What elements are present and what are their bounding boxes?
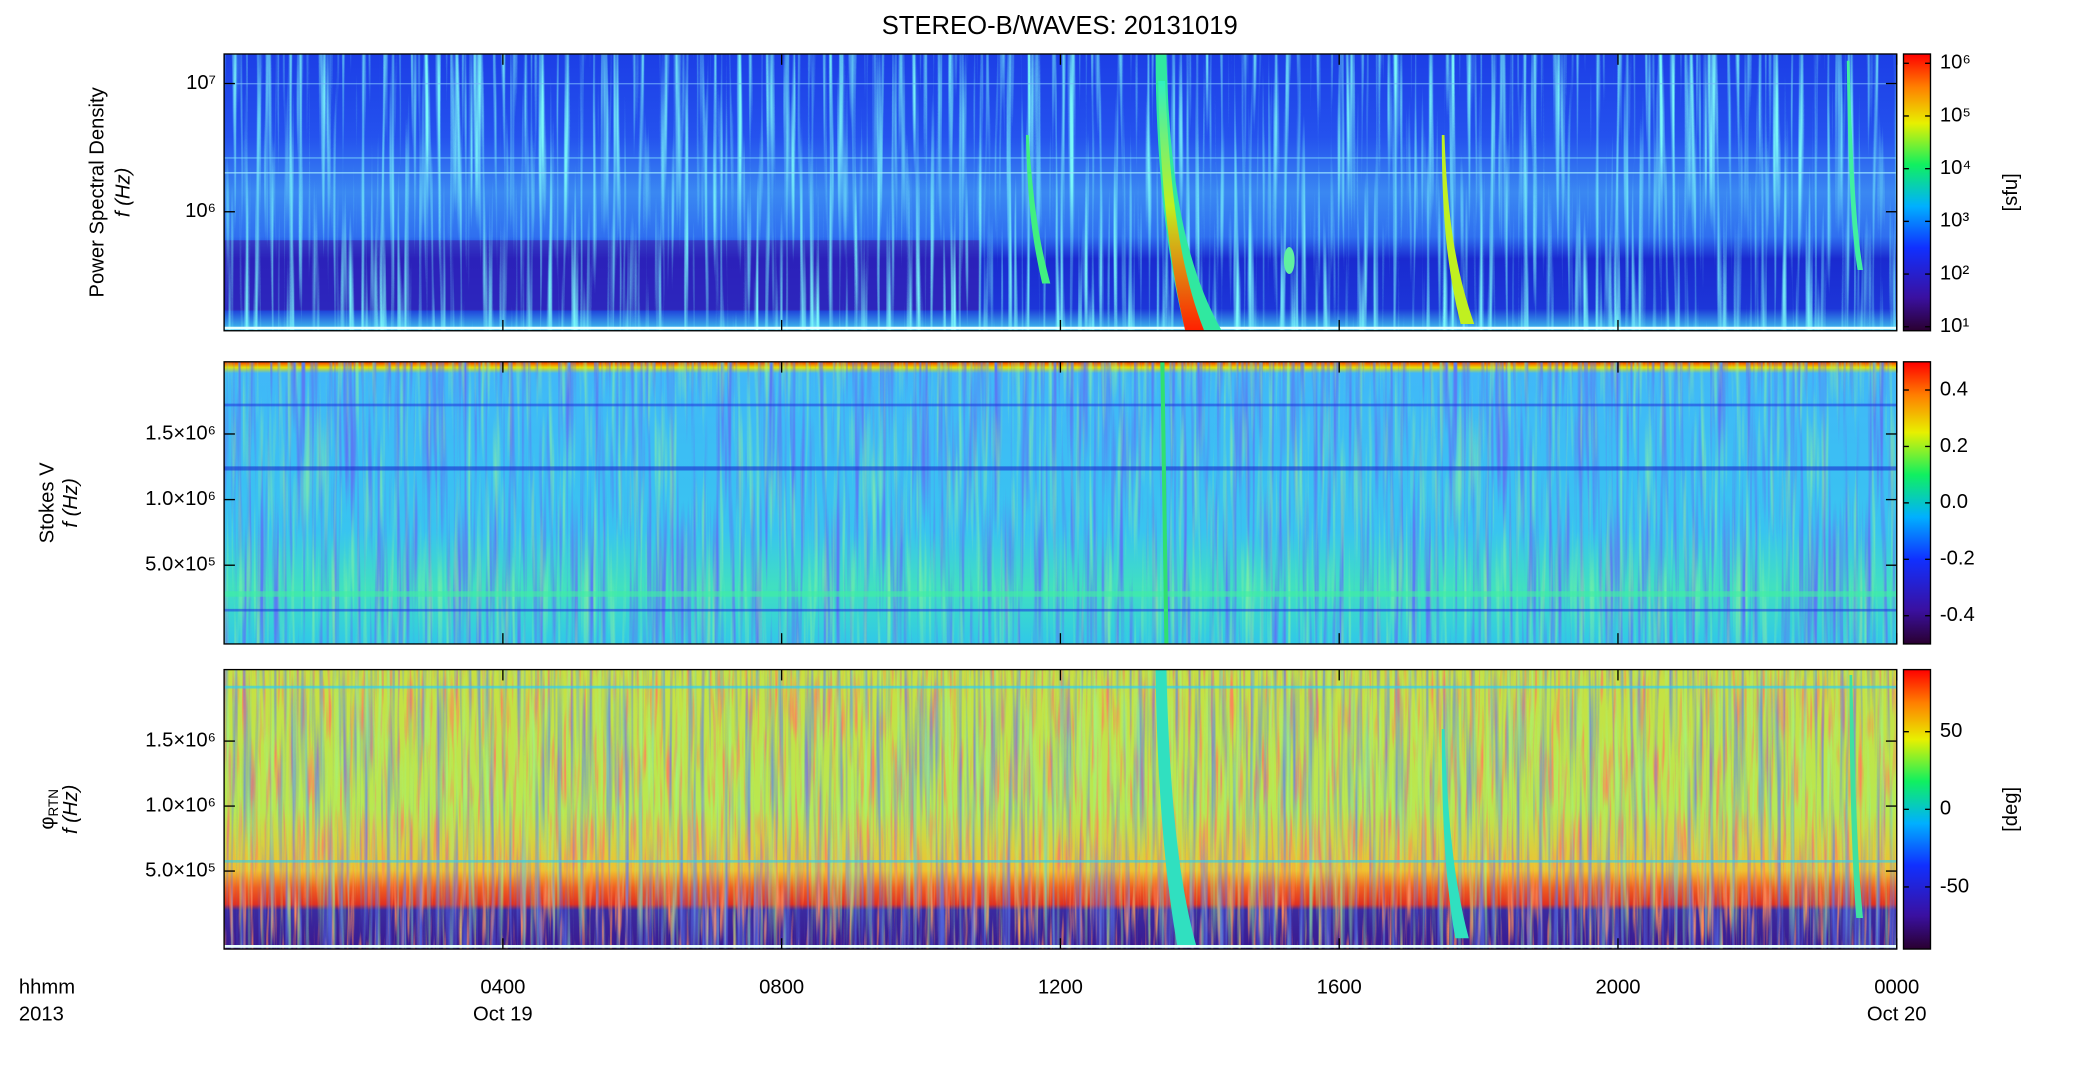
colorbar-tick-label: 0.4 (1940, 378, 1968, 400)
y-tick-label: 5.0×10⁵ (145, 554, 216, 576)
colorbar-tick-label: 10³ (1940, 210, 1970, 232)
x-tick-label: 0400 (480, 977, 525, 999)
figure-title: STEREO-B/WAVES: 20131019 (882, 12, 1238, 40)
y-tick-label: 10⁶ (185, 200, 216, 222)
colorbar-tick-label: -50 (1940, 875, 1969, 897)
y-axis-label: f (Hz) (60, 785, 82, 834)
y-axis-label-text: Stokes V (37, 462, 59, 543)
stokes-image (224, 361, 1897, 644)
corner-label: 2013 (19, 1004, 64, 1026)
colorbar-tick-label: 10⁶ (1940, 52, 1971, 74)
x-date-label: Oct 20 (1867, 1004, 1927, 1026)
x-tick-label: 2000 (1595, 977, 1640, 999)
y-tick-label: 5.0×10⁵ (145, 859, 216, 881)
colorbar-label: [deg] (2000, 787, 2022, 832)
x-tick-label: 0000 (1874, 977, 1919, 999)
colorbar-tick-label: 0.2 (1940, 435, 1968, 457)
colorbar-tick-label: 10² (1940, 262, 1970, 284)
x-date-label: Oct 19 (473, 1004, 533, 1026)
y-tick-label: 1.0×10⁶ (145, 488, 216, 510)
y-axis-label: φRTN (37, 789, 61, 830)
x-tick-label: 0800 (759, 977, 804, 999)
y-axis-label: f (Hz) (60, 478, 82, 527)
colorbar-tick-label: 50 (1940, 720, 1963, 742)
x-tick-label: 1600 (1317, 977, 1362, 999)
colorbar (1902, 53, 1932, 332)
colorbar-label: [sfu] (2000, 173, 2022, 211)
y-tick-label: 1.0×10⁶ (145, 794, 216, 816)
y-tick-label: 1.5×10⁶ (145, 729, 216, 751)
colorbar-tick-label: -0.4 (1940, 604, 1975, 626)
colorbar-tick-label: 0 (1940, 798, 1951, 820)
psd-image (224, 54, 1897, 331)
y-axis-label: f (Hz) (113, 168, 135, 217)
y-axis-label-text: φ (37, 817, 59, 830)
colorbar-tick-label: 0.0 (1940, 491, 1968, 513)
y-tick-label: 1.5×10⁶ (145, 422, 216, 444)
y-axis-label: Power Spectral Density (87, 86, 109, 297)
colorbar-tick-label: 10⁴ (1940, 157, 1971, 179)
colorbar-tick-label: 10¹ (1940, 315, 1970, 337)
colorbar-tick-label: 10⁵ (1940, 104, 1971, 126)
corner-label: hhmm (19, 977, 75, 999)
y-axis-label-sub: RTN (46, 789, 61, 816)
phi-image (224, 669, 1897, 950)
colorbar-tick-label: -0.2 (1940, 548, 1975, 570)
y-tick-label: 10⁷ (186, 72, 216, 94)
y-axis-label: Stokes V (37, 462, 59, 543)
x-tick-label: 1200 (1038, 977, 1083, 999)
y-axis-label-text: Power Spectral Density (87, 86, 109, 297)
